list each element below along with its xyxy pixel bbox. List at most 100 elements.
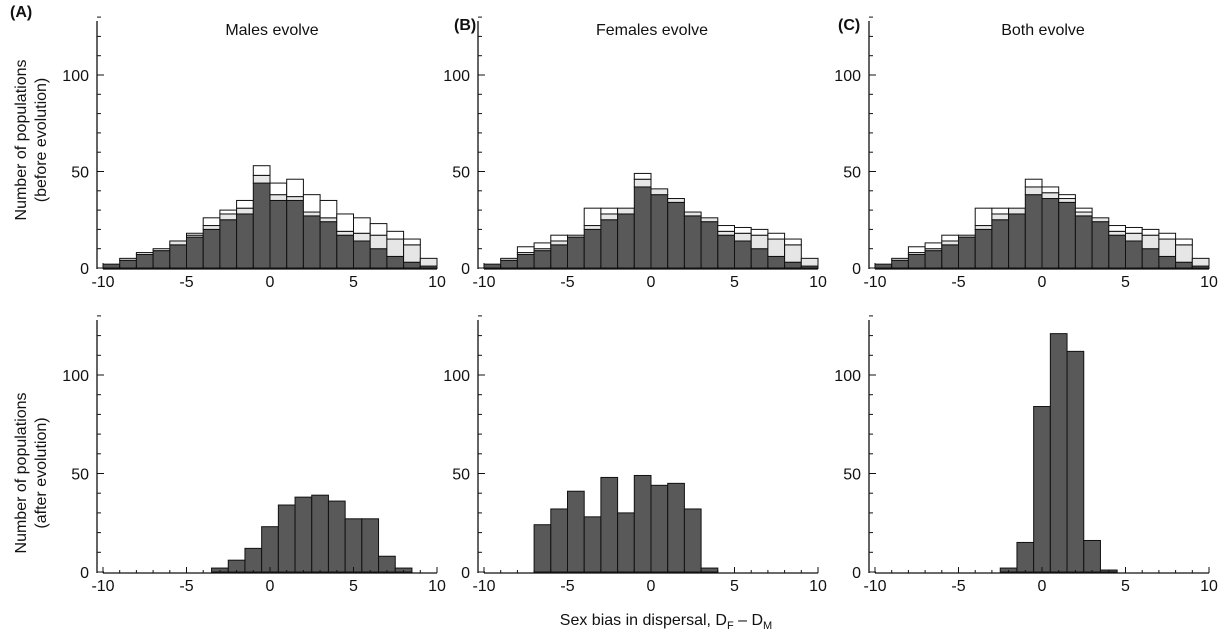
bar-a-s2-b11 [286, 178, 304, 198]
y-tick-label: 0 [461, 261, 470, 278]
bar-a-after-b8 [344, 518, 363, 573]
bar-a-s1-b11 [286, 196, 304, 201]
bar-c-s2-b15 [1125, 226, 1143, 234]
x-tick-label: -5 [179, 274, 193, 291]
bar-b-s0-b18 [784, 261, 802, 269]
bar-a-s2-b12 [302, 194, 321, 213]
bar-a-after-b2 [244, 547, 263, 573]
x-tick-label: -5 [560, 274, 574, 291]
bar-a-s1-b14 [336, 230, 354, 236]
x-tick-label: 10 [809, 274, 827, 291]
bar-c-s1-b17 [1158, 238, 1177, 257]
bar-b-s1-b15 [734, 232, 752, 242]
bar-b-s2-b17 [767, 232, 786, 240]
bar-a-s0-b1 [119, 259, 137, 269]
bar-a-s2-b5 [186, 232, 204, 236]
bar-b-s0-b8 [617, 213, 635, 269]
x-tick-label: 5 [730, 578, 739, 595]
y-tick-label: 50 [452, 165, 470, 182]
bar-c-after-b1 [1016, 541, 1035, 573]
bar-a-s2-b16 [369, 223, 388, 236]
bar-a-after-b5 [294, 496, 313, 573]
bar-c-s0-b16 [1141, 248, 1160, 269]
bar-b-after-b0 [533, 524, 552, 573]
y-tick-label: 0 [852, 261, 861, 278]
y-tick-label: 100 [834, 368, 861, 385]
bar-c-s2-b16 [1141, 228, 1160, 236]
x-tick-label: -10 [863, 578, 886, 595]
bar-c-s1-b7 [991, 213, 1010, 221]
x-tick-label: -10 [91, 578, 114, 595]
bar-b-s2-b6 [583, 207, 602, 227]
bar-c-s1-b18 [1175, 244, 1193, 263]
bar-b-s1-b14 [717, 230, 735, 236]
bar-a-s0-b17 [386, 255, 405, 269]
bar-b-s0-b2 [516, 253, 535, 269]
x-tick-label: -5 [179, 578, 193, 595]
bar-b-s0-b12 [683, 215, 702, 269]
bar-c-s0-b3 [924, 250, 943, 269]
bar-c-s1-b13 [1091, 217, 1110, 223]
x-tick-label: -10 [91, 274, 114, 291]
bar-b-s2-b4 [550, 234, 568, 242]
histogram-b-before: 0 50 100 -10 -5 0 5 10 [443, 16, 827, 291]
bar-b-s0-b11 [667, 201, 685, 269]
x-tick-label: -10 [863, 274, 886, 291]
bar-b-s2-b9 [633, 172, 652, 180]
y-tick-label: 100 [443, 368, 470, 385]
bar-c-s1-b15 [1125, 232, 1143, 242]
bar-a-s0-b10 [269, 199, 288, 269]
histogram-a-before: 0 50 100 -10 -5 0 5 10 [62, 16, 446, 291]
x-tick-label: 0 [266, 578, 275, 595]
bar-c-s2-b12 [1074, 207, 1093, 213]
y-tick-label: 100 [443, 68, 470, 85]
x-tick-label: -5 [951, 274, 965, 291]
bar-c-s0-b14 [1108, 234, 1127, 269]
bar-b-s0-b15 [734, 240, 752, 269]
bar-b-s0-b1 [500, 259, 518, 269]
bar-a-s0-b0 [102, 263, 121, 269]
bar-a-s0-b3 [152, 250, 171, 269]
bar-c-s1-b12 [1074, 211, 1093, 217]
bar-c-s1-b10 [1041, 192, 1060, 200]
y-tick-label: 100 [62, 68, 89, 85]
bar-c-s1-b5 [958, 234, 976, 238]
bar-b-s0-b5 [567, 236, 585, 269]
bar-b-s0-b4 [550, 244, 568, 269]
bar-c-s0-b5 [958, 236, 976, 269]
bar-c-s1-b9 [1024, 186, 1043, 196]
bar-c-after-b2 [1033, 406, 1051, 573]
bar-a-s1-b10 [269, 194, 288, 201]
bar-c-s0-b8 [1008, 213, 1026, 269]
bar-a-s0-b6 [202, 228, 221, 269]
x-tick-label: 5 [349, 578, 358, 595]
x-tick-label: 10 [1200, 578, 1218, 595]
bar-a-s1-b8 [236, 207, 254, 215]
bar-b-s1-b18 [784, 244, 802, 263]
bar-a-s0-b16 [369, 248, 388, 269]
x-tick-label: 0 [647, 578, 656, 595]
bar-a-s2-b15 [353, 217, 371, 234]
y-tick-label: 100 [834, 68, 861, 85]
bar-a-s0-b7 [219, 219, 238, 269]
x-tick-label: 5 [1121, 578, 1130, 595]
y-tick-label: 0 [852, 565, 861, 582]
bar-c-s1-b19 [1191, 257, 1210, 267]
x-axis-label-main: Sex bias in dispersal, D [560, 612, 727, 629]
bar-a-s2-b13 [319, 199, 338, 219]
row-label-after-line1: Number of populations [13, 393, 30, 554]
bar-a-s0-b5 [186, 236, 204, 269]
bar-b-s0-b14 [717, 234, 735, 269]
bar-b-s0-b17 [767, 255, 786, 269]
bar-b-after-b6 [633, 474, 652, 573]
x-axis-label-sub-m: M [763, 620, 772, 632]
bar-c-s0-b11 [1058, 201, 1076, 269]
bar-a-s2-b17 [386, 230, 405, 240]
bar-c-s1-b11 [1058, 198, 1076, 203]
bar-b-after-b8 [667, 482, 685, 573]
bar-c-s1-b14 [1108, 230, 1127, 236]
bar-a-after-b9 [361, 518, 380, 573]
bar-c-s2-b4 [941, 234, 959, 242]
bar-c-s2-b17 [1158, 232, 1177, 240]
